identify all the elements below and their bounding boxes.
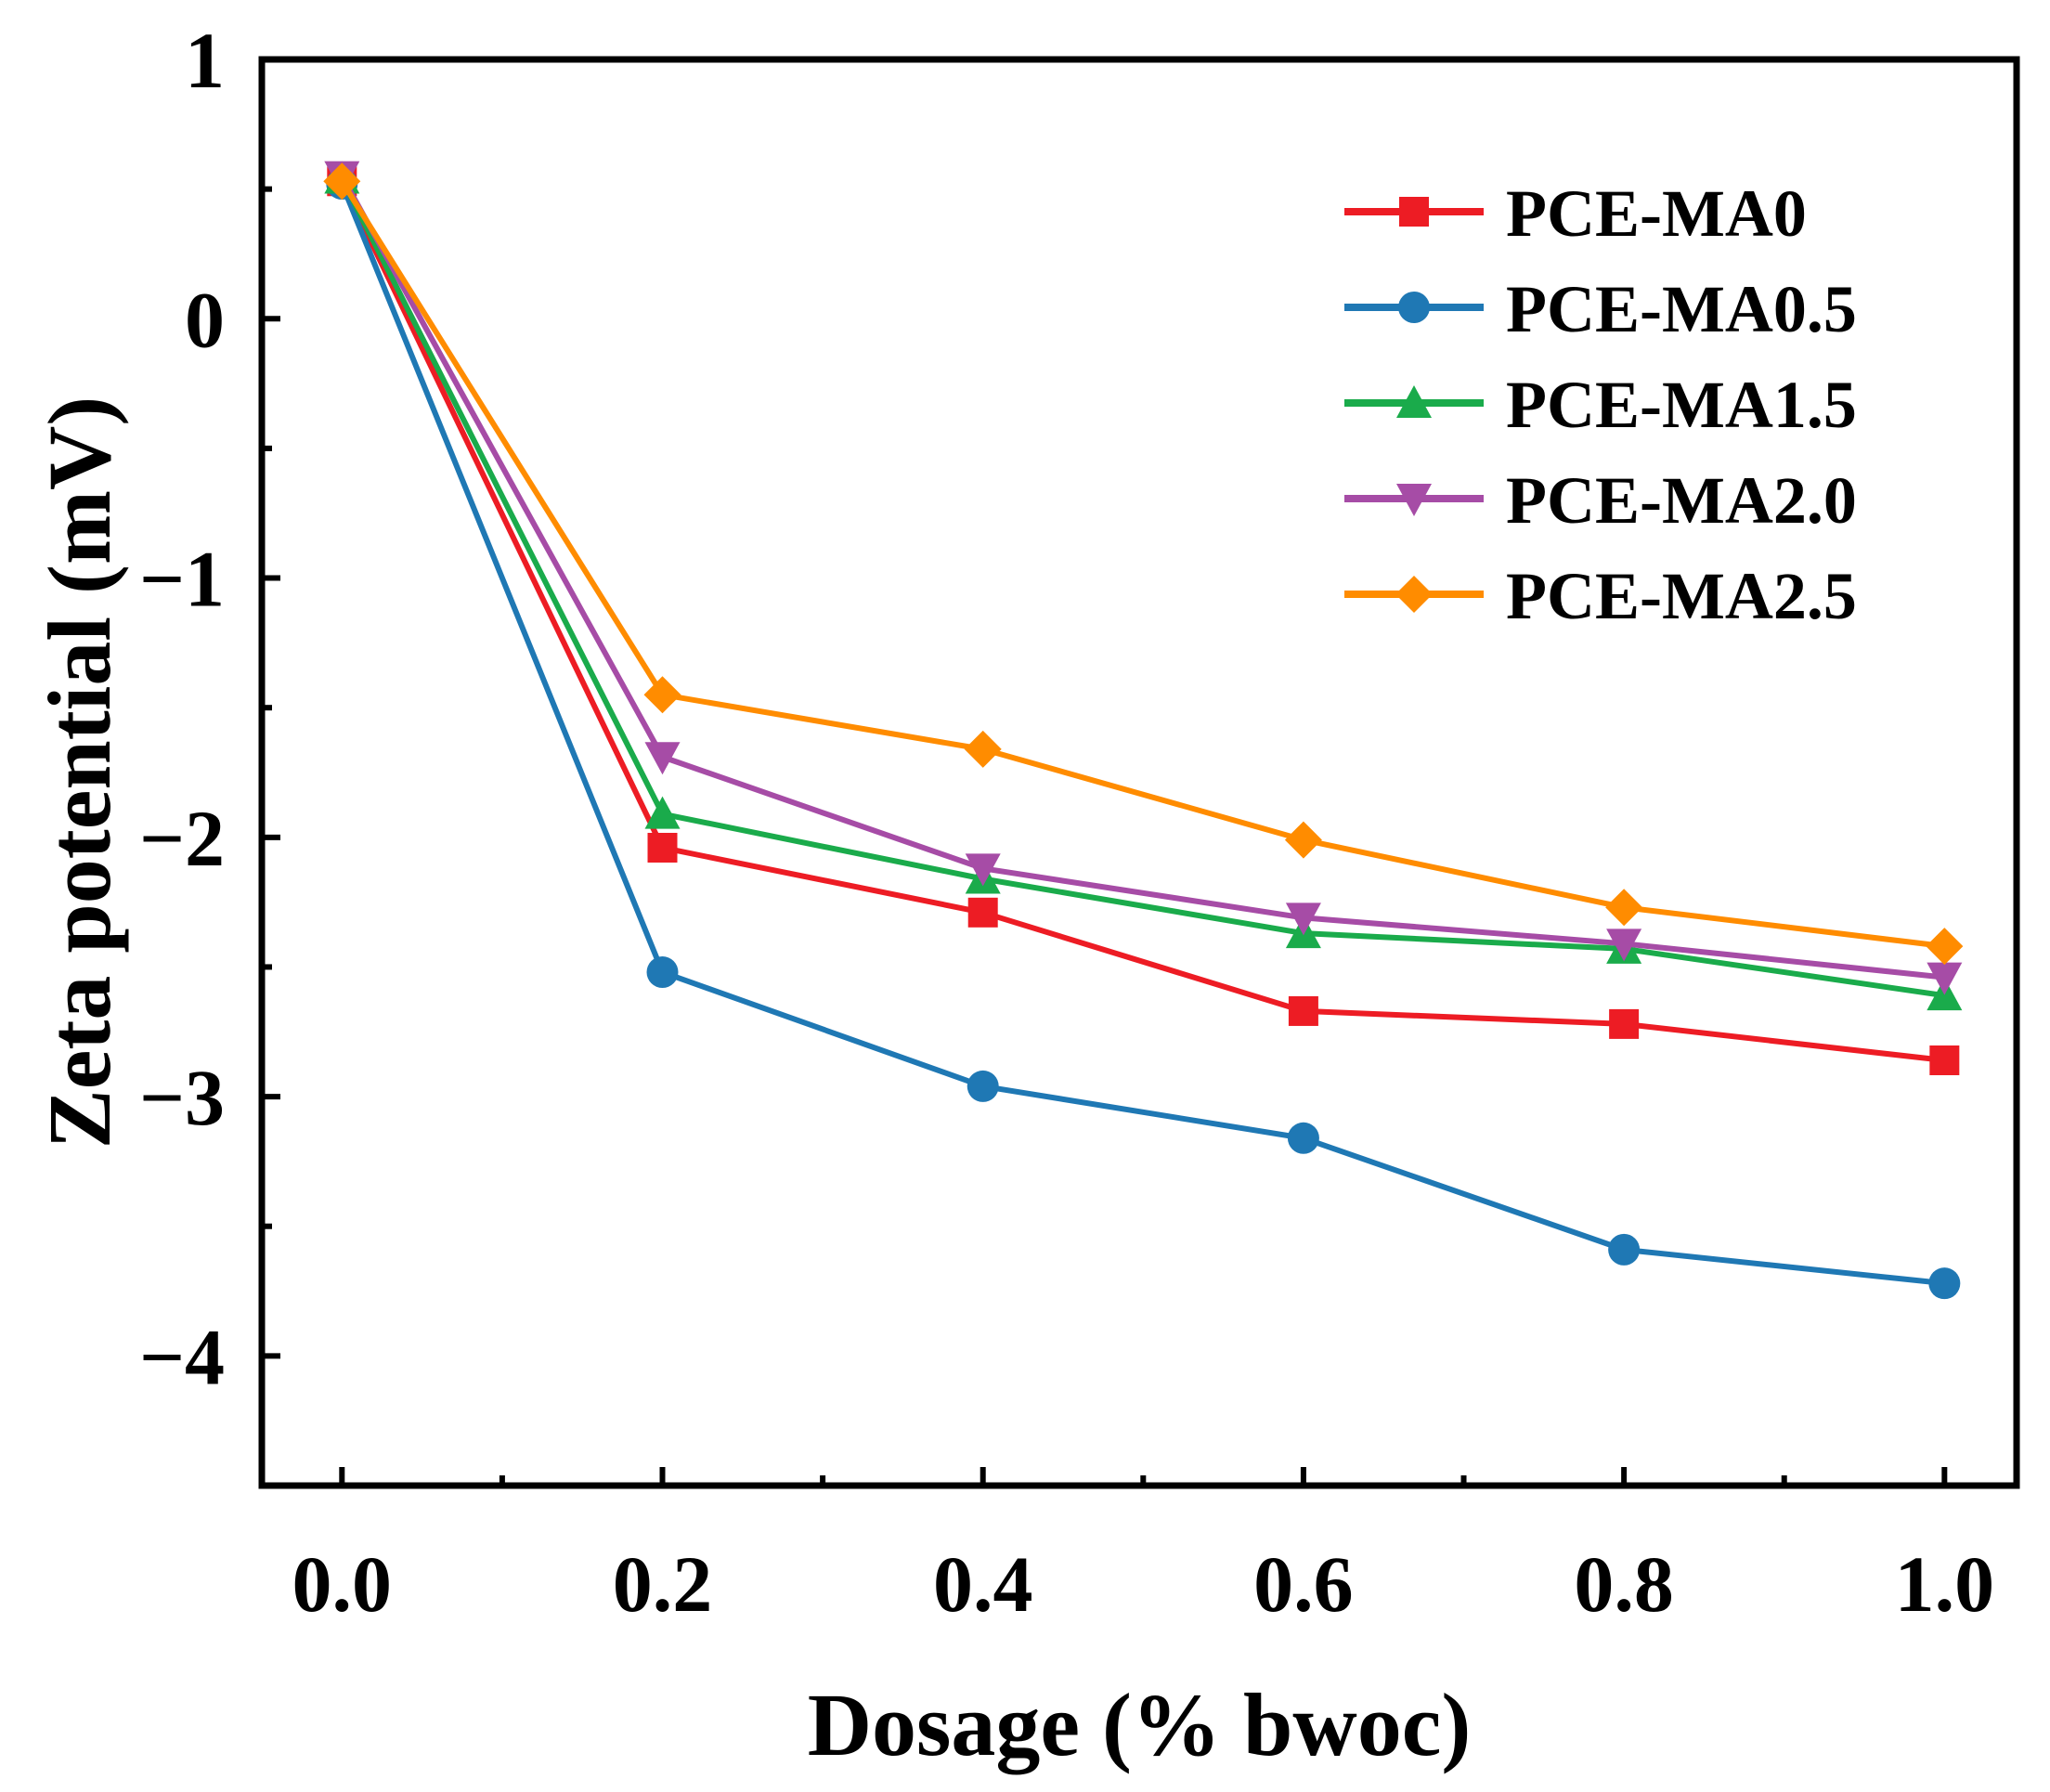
data-point bbox=[1927, 962, 1963, 995]
series-line bbox=[339, 177, 1945, 999]
legend-entry: PCE-MA1.5 bbox=[1344, 368, 1857, 442]
y-tick-label: −4 bbox=[139, 1312, 225, 1401]
data-point bbox=[644, 742, 681, 775]
data-point bbox=[965, 853, 1001, 887]
data-point bbox=[647, 832, 678, 863]
legend-label: PCE-MA0 bbox=[1506, 176, 1807, 251]
data-point bbox=[1928, 1267, 1961, 1300]
y-tick-label: −1 bbox=[139, 535, 225, 624]
legend-entry: PCE-MA0.5 bbox=[1344, 272, 1857, 346]
legend-label: PCE-MA1.5 bbox=[1506, 368, 1857, 442]
plot-frame bbox=[258, 56, 2020, 1489]
data-point bbox=[1287, 1122, 1319, 1154]
x-axis-title: Dosage (% bwoc) bbox=[808, 1675, 1472, 1774]
y-tick-label: 0 bbox=[185, 275, 225, 364]
data-point bbox=[1609, 1008, 1640, 1039]
x-tick-label: 0.2 bbox=[613, 1539, 713, 1629]
data-point bbox=[967, 897, 998, 928]
y-tick-label: 1 bbox=[185, 16, 225, 105]
data-point bbox=[967, 1070, 999, 1102]
y-tick-label: −2 bbox=[139, 794, 225, 883]
data-point bbox=[323, 162, 361, 201]
legend: PCE-MA0 PCE-MA0.5 PCE-MA1.5 PCE-MA2.0 PCE-MA… bbox=[1344, 176, 1857, 633]
series-pce-ma2-5 bbox=[323, 162, 1964, 966]
series-line bbox=[339, 179, 1945, 950]
legend-marker bbox=[1399, 197, 1429, 227]
data-point bbox=[646, 956, 679, 989]
legend-entry: PCE-MA0 bbox=[1344, 176, 1807, 251]
ticks-layer: 0.0 0.2 0.4 0.6 0.8 1.0 1 0 −1 −2 −3 −4 bbox=[139, 16, 1994, 1629]
data-point bbox=[1285, 902, 1321, 936]
legend-marker bbox=[1398, 292, 1430, 323]
legend-entry: PCE-MA2.0 bbox=[1344, 463, 1857, 538]
data-point bbox=[644, 796, 681, 829]
series-pce-ma0 bbox=[327, 166, 1960, 1075]
data-point bbox=[1926, 928, 1964, 966]
series-pce-ma2-0 bbox=[324, 161, 1963, 995]
legend-label: PCE-MA2.0 bbox=[1506, 463, 1857, 538]
x-tick-label: 0.6 bbox=[1253, 1539, 1354, 1629]
series-line bbox=[339, 175, 1945, 980]
legend-marker bbox=[1396, 484, 1432, 516]
series-pce-ma1-5 bbox=[324, 161, 1963, 1011]
data-point bbox=[1606, 928, 1642, 962]
series-layer bbox=[323, 161, 1964, 1300]
data-point bbox=[1605, 889, 1643, 927]
x-tick-label: 0.4 bbox=[933, 1539, 1033, 1629]
legend-marker bbox=[1395, 576, 1433, 613]
data-point bbox=[1929, 1045, 1960, 1075]
x-tick-label: 0.8 bbox=[1574, 1539, 1674, 1629]
data-point bbox=[1284, 821, 1322, 859]
data-point bbox=[964, 730, 1002, 768]
legend-marker bbox=[1396, 385, 1432, 418]
x-tick-label: 1.0 bbox=[1895, 1539, 1995, 1629]
y-tick-label: −3 bbox=[139, 1053, 225, 1142]
data-point bbox=[643, 676, 681, 714]
legend-entry: PCE-MA2.5 bbox=[1344, 559, 1857, 633]
legend-label: PCE-MA0.5 bbox=[1506, 272, 1857, 346]
legend-label: PCE-MA2.5 bbox=[1506, 559, 1857, 633]
series-line bbox=[339, 182, 1945, 1287]
data-point bbox=[1608, 1233, 1641, 1266]
x-tick-label: 0.0 bbox=[292, 1539, 393, 1629]
y-axis-title: Zeta potential (mV) bbox=[30, 396, 129, 1149]
data-point bbox=[1288, 995, 1318, 1026]
series-line bbox=[339, 179, 1945, 1063]
